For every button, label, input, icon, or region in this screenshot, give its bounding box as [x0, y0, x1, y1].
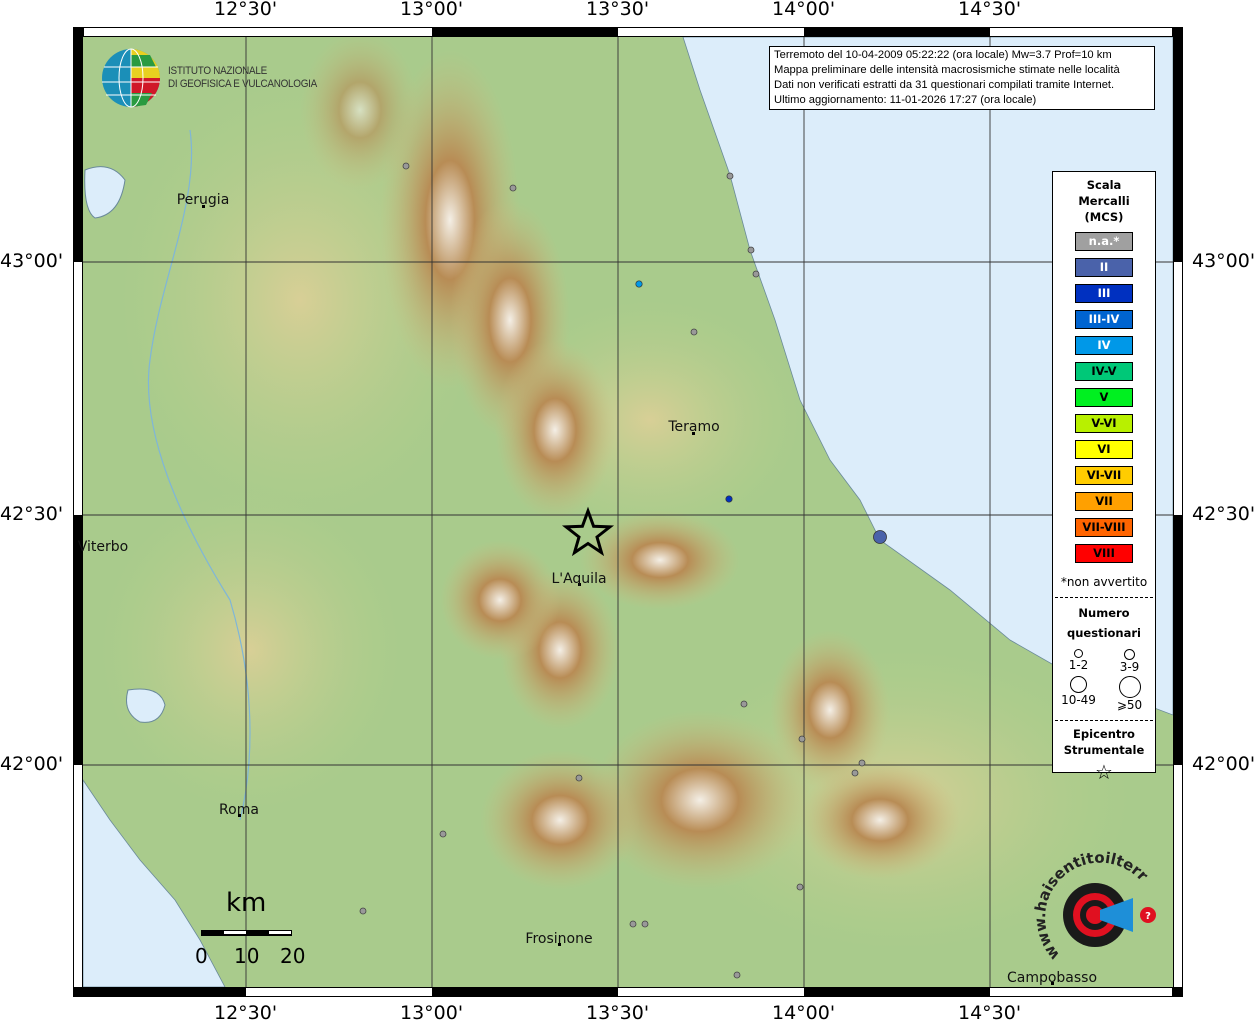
city-label-laquila: L'Aquila — [551, 571, 607, 587]
tyrrhenian-sea — [83, 779, 226, 987]
intensity-swatch: VII — [1075, 492, 1133, 511]
lat-tick-right: 42°30' — [1192, 503, 1256, 525]
scale-bar — [201, 930, 292, 936]
lake-trasimeno — [84, 166, 126, 219]
graticule — [83, 37, 1173, 987]
scale-label: 20 — [280, 944, 306, 968]
legend-title-line: (MCS) — [1084, 210, 1124, 224]
city-label-frosinone: Frosinone — [525, 931, 593, 947]
intensity-swatch: III-IV — [1075, 310, 1133, 329]
questionnaire-range: 3-9 — [1119, 660, 1140, 674]
epicenter-title: Epicentro Strumentale — [1053, 726, 1155, 758]
city-label-perugia: Perugia — [176, 192, 230, 208]
legend: Scala Mercalli (MCS) n.a.* II III III-IV IV I… — [1052, 171, 1156, 784]
frame-ticks — [74, 28, 1182, 996]
lake-bracciano — [126, 688, 166, 723]
lon-tick-top: 14°00' — [772, 0, 836, 20]
questionnaire-range: ⩾50 — [1116, 698, 1143, 712]
lon-tick-bottom: 14°30' — [958, 1002, 1022, 1024]
epicenter-star-icon[interactable] — [561, 506, 615, 557]
lat-tick-left: 42°00' — [0, 753, 64, 775]
star-icon: ☆ — [1095, 760, 1113, 784]
lon-tick-top: 14°30' — [958, 0, 1022, 20]
observation-iv[interactable] — [635, 280, 643, 288]
legend-title-line: Mercalli — [1078, 194, 1130, 208]
city-label-campobasso: Campobasso — [1006, 970, 1098, 986]
questionnaire-size-legend: 1-2 3-9 10-49 ⩾50 — [1053, 649, 1155, 712]
city-markers — [202, 205, 1054, 985]
lon-tick-bottom: 13°30' — [586, 1002, 650, 1024]
circle-xlarge-icon — [1118, 676, 1141, 698]
city-label-teramo: Teramo — [668, 419, 720, 435]
lat-tick-right: 43°00' — [1192, 250, 1256, 272]
questionnaires-title: Numero questionari — [1053, 603, 1155, 643]
ingv-name-line2: DI GEOFISICA E VULCANOLOGIA — [168, 78, 317, 90]
intensity-swatch: III — [1075, 284, 1133, 303]
legend-divider — [1055, 720, 1153, 721]
intensity-scale: n.a.* II III III-IV IV IV-V V V-VI VI VI-VII VII VI… — [1053, 232, 1155, 563]
legend-title-line: Epicentro — [1073, 727, 1135, 741]
localities-na — [359, 162, 866, 979]
intensity-swatch: n.a.* — [1075, 232, 1133, 251]
relief — [100, 37, 1130, 950]
legend-title-line: Strumentale — [1063, 743, 1145, 757]
event-info-line: Terremoto del 10-04-2009 05:22:22 (ora l… — [774, 49, 1112, 61]
lat-tick-right: 42°00' — [1192, 753, 1256, 775]
intensity-swatch: VI-VII — [1075, 466, 1133, 485]
intensity-swatch: VII-VIII — [1075, 518, 1133, 537]
legend-note: *non avvertito — [1060, 575, 1148, 589]
circle-small-icon — [1074, 649, 1083, 658]
ingv-name-line1: ISTITUTO NAZIONALE — [168, 65, 267, 77]
river-tevere — [147, 129, 251, 821]
scale-label: 0 — [195, 944, 208, 968]
lat-tick-left: 42°30' — [0, 503, 64, 525]
ingv-globe-icon — [102, 48, 160, 108]
scale-label: 10 — [234, 944, 260, 968]
svg-text:?: ? — [1145, 911, 1151, 922]
event-info-line: Dati non verificati estratti da 31 quest… — [774, 79, 1115, 91]
legend-title-line: Scala — [1086, 178, 1122, 192]
circle-large-icon — [1070, 676, 1087, 693]
intensity-swatch: V — [1075, 388, 1133, 407]
city-label-viterbo: Viterbo — [77, 539, 129, 555]
questionnaire-range: 10-49 — [1061, 693, 1096, 707]
lon-tick-bottom: 14°00' — [772, 1002, 836, 1024]
legend-title-line: questionari — [1067, 626, 1141, 640]
intensity-swatch: V-VI — [1075, 414, 1133, 433]
legend-divider — [1055, 597, 1153, 598]
lat-tick-left: 43°00' — [0, 250, 64, 272]
event-info-line: Ultimo aggiornamento: 11-01-2026 17:27 (… — [774, 94, 1037, 106]
legend-title: Scala Mercalli (MCS) — [1053, 177, 1155, 225]
intensity-swatch: IV — [1075, 336, 1133, 355]
intensity-swatch: VI — [1075, 440, 1133, 459]
lon-tick-bottom: 13°00' — [400, 1002, 464, 1024]
ingv-logo: ISTITUTO NAZIONALE DI GEOFISICA E VULCAN… — [100, 47, 334, 109]
event-info-box: Terremoto del 10-04-2009 05:22:22 (ora l… — [769, 46, 1155, 110]
lon-tick-bottom: 12°30' — [214, 1002, 278, 1024]
city-label-roma: Roma — [219, 802, 259, 818]
event-info-line: Mappa preliminare delle intensità macros… — [774, 64, 1120, 76]
observation-iii[interactable] — [725, 495, 733, 503]
circle-medium-icon — [1124, 649, 1135, 660]
legend-title-line: Numero — [1078, 606, 1130, 620]
intensity-swatch: VIII — [1075, 544, 1133, 563]
intensity-swatch: IV-V — [1075, 362, 1133, 381]
lon-tick-top: 13°30' — [586, 0, 650, 20]
questionnaire-range: 1-2 — [1068, 658, 1089, 672]
observation-ii[interactable] — [873, 530, 887, 544]
lon-tick-top: 12°30' — [214, 0, 278, 20]
lon-tick-top: 13°00' — [400, 0, 464, 20]
intensity-swatch: II — [1075, 258, 1133, 277]
scale-unit: km — [226, 888, 267, 918]
